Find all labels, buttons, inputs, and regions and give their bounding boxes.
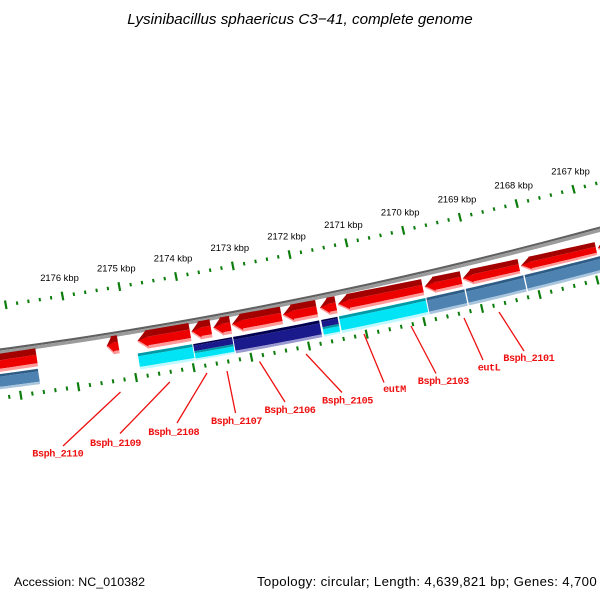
- svg-text:Bsph_2103: Bsph_2103: [418, 376, 469, 388]
- svg-text:2169 kbp: 2169 kbp: [438, 193, 477, 204]
- svg-text:2173 kbp: 2173 kbp: [211, 242, 250, 253]
- svg-text:Bsph_2105: Bsph_2105: [322, 396, 373, 408]
- svg-text:2172 kbp: 2172 kbp: [267, 231, 306, 242]
- svg-text:Lysinibacillus sphaericus C3−4: Lysinibacillus sphaericus C3−41, complet…: [127, 11, 472, 28]
- svg-text:2176 kbp: 2176 kbp: [40, 272, 79, 283]
- svg-text:Bsph_2109: Bsph_2109: [90, 438, 141, 450]
- svg-text:eutM: eutM: [383, 385, 406, 396]
- svg-text:2167 kbp: 2167 kbp: [551, 165, 590, 176]
- svg-text:eutL: eutL: [478, 364, 501, 375]
- svg-text:Bsph_2108: Bsph_2108: [148, 427, 199, 439]
- svg-text:2168 kbp: 2168 kbp: [494, 180, 533, 191]
- svg-text:Bsph_2106: Bsph_2106: [265, 405, 316, 417]
- svg-text:Bsph_2110: Bsph_2110: [32, 449, 83, 461]
- svg-text:Topology: circular; Length: 4,: Topology: circular; Length: 4,639,821 bp…: [257, 574, 597, 589]
- svg-text:2175 kbp: 2175 kbp: [97, 263, 136, 274]
- svg-text:2171 kbp: 2171 kbp: [324, 219, 363, 230]
- svg-text:Bsph_2101: Bsph_2101: [503, 353, 554, 365]
- svg-text:2170 kbp: 2170 kbp: [381, 206, 420, 217]
- svg-text:Accession: NC_010382: Accession: NC_010382: [14, 575, 145, 589]
- svg-text:Bsph_2107: Bsph_2107: [211, 416, 262, 428]
- svg-text:2174 kbp: 2174 kbp: [154, 253, 193, 264]
